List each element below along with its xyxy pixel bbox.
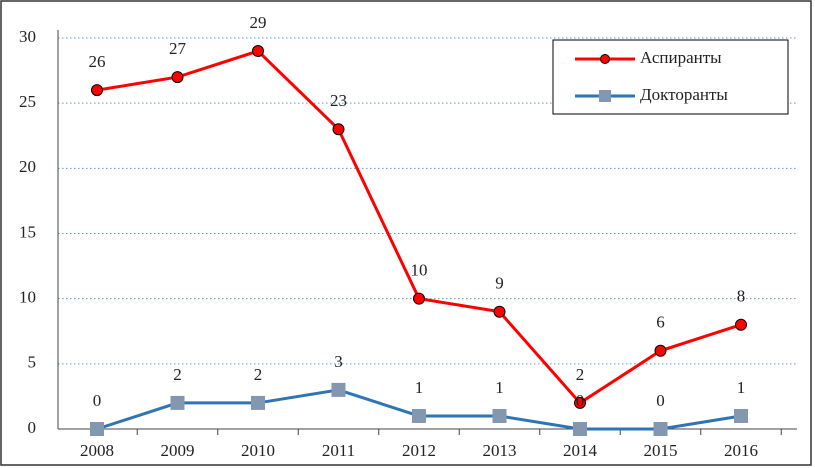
data-label: 3: [334, 352, 343, 371]
point: [90, 422, 104, 436]
data-label: 9: [495, 274, 504, 293]
legend-box: [552, 39, 789, 115]
legend: Аспиранты Докторанты: [552, 39, 789, 115]
y-tick-label: 20: [19, 157, 36, 176]
point: [331, 382, 346, 397]
point: [412, 408, 426, 423]
point: [251, 395, 265, 410]
point: [734, 408, 748, 423]
point: [413, 292, 425, 305]
y-tick-label: 5: [28, 353, 37, 372]
x-tick-label: 2009: [161, 441, 195, 460]
data-label: 10: [411, 261, 428, 280]
x-tick-label: 2008: [80, 441, 114, 460]
point: [170, 395, 185, 410]
legend-marker: [600, 54, 610, 64]
point: [653, 422, 668, 436]
data-label: 2: [576, 365, 585, 384]
data-label: 1: [495, 378, 504, 397]
point: [91, 84, 103, 97]
data-label: 8: [737, 287, 746, 306]
point: [735, 318, 747, 331]
data-label: 1: [737, 378, 746, 397]
point: [492, 408, 507, 423]
data-label: 1: [415, 378, 424, 397]
data-label: 29: [250, 13, 267, 32]
x-tick-label: 2011: [322, 441, 355, 460]
data-label: 6: [656, 313, 665, 332]
point: [171, 71, 184, 84]
x-tick-label: 2014: [563, 441, 598, 460]
x-tick-label: 2010: [241, 441, 275, 460]
point: [574, 396, 586, 409]
data-label: 0: [656, 391, 665, 410]
legend-label: Аспиранты: [640, 48, 722, 67]
legend-label: Докторанты: [640, 85, 728, 104]
x-tick-label: 2015: [644, 441, 678, 460]
point: [573, 422, 587, 436]
x-tick-label: 2012: [402, 441, 436, 460]
y-tick-label: 0: [28, 418, 37, 437]
x-tick-label: 2013: [483, 441, 517, 460]
data-label: 27: [169, 39, 187, 58]
x-tick-label: 2016: [724, 441, 758, 460]
point: [493, 305, 506, 318]
point: [332, 123, 345, 136]
y-tick-label: 10: [19, 288, 36, 307]
legend-marker: [599, 90, 611, 102]
data-label: 0: [576, 391, 585, 410]
data-label: 23: [330, 91, 347, 110]
data-label: 2: [173, 365, 182, 384]
point: [252, 45, 264, 58]
data-label: 2: [254, 365, 263, 384]
y-tick-label: 25: [19, 92, 36, 111]
y-tick-label: 15: [19, 222, 36, 241]
data-label: 0: [93, 391, 102, 410]
point: [654, 344, 667, 357]
y-tick-label: 30: [19, 27, 36, 46]
data-label: 26: [89, 52, 106, 71]
